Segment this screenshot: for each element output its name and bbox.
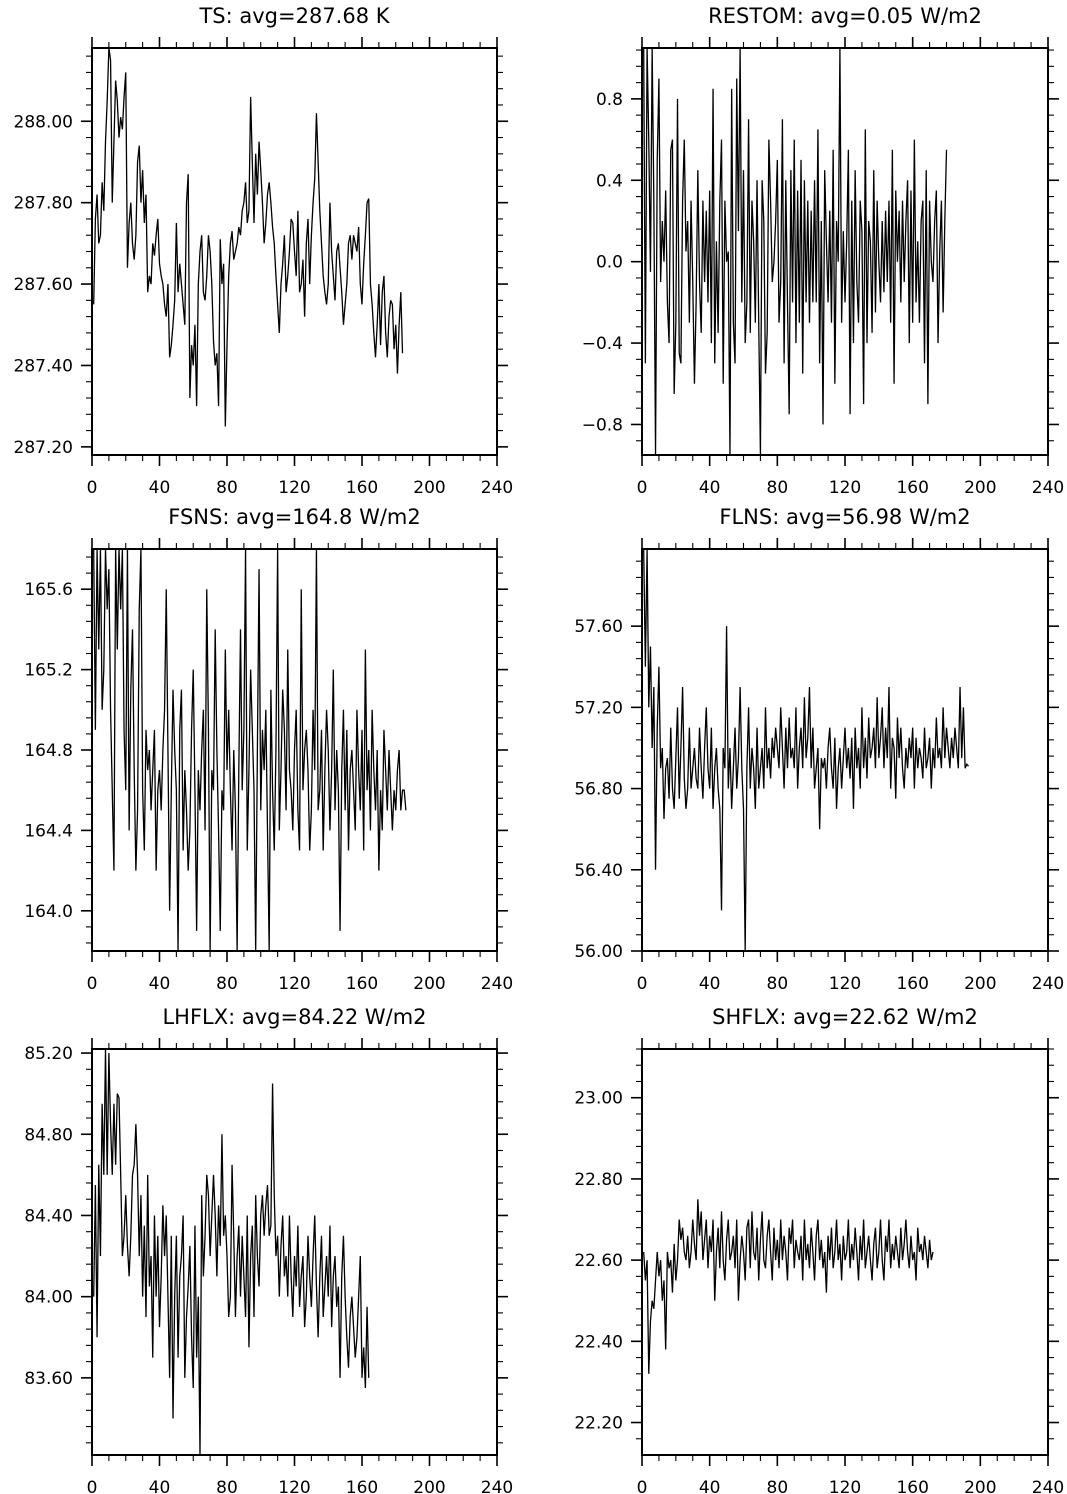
x-tick-label: 240 [481,1478,513,1494]
x-tick-label: 80 [216,478,238,498]
y-tick-label: 56.80 [574,780,623,800]
x-tick-label: 0 [87,974,98,994]
chart-title: FSNS: avg=164.8 W/m2 [168,505,421,529]
series-line [643,1199,934,1374]
y-tick-label: 165.6 [24,580,73,600]
panel-shflx: SHFLX: avg=22.62 W/m2 0 40 80 120 160 200 240 22… [574,1005,1064,1494]
x-tick-label: 40 [149,974,171,994]
x-tick-label: 80 [216,1478,238,1494]
y-tick-label: 164.8 [24,741,73,761]
x-tick-label: 0 [637,478,648,498]
y-tick-label: 0.0 [596,253,623,273]
y-tick-label: 84.00 [24,1288,73,1308]
x-tick-label: 120 [278,974,310,994]
series-line [93,1049,370,1455]
x-tick-label: 160 [896,1478,928,1494]
chart-title: SHFLX: avg=22.62 W/m2 [712,1005,978,1029]
x-tick-label: 160 [346,478,378,498]
y-tick-label: 287.40 [14,356,73,376]
chart-title: RESTOM: avg=0.05 W/m2 [708,4,982,28]
x-tick-label: 200 [413,478,445,498]
x-tick-label: 240 [1032,1478,1064,1494]
x-tick-label: 160 [346,974,378,994]
x-tick-label: 40 [699,478,721,498]
plot-frame [91,1048,498,1456]
y-tick-label: 23.00 [574,1089,623,1109]
y-tick-label: 287.60 [14,275,73,295]
x-tick-label: 200 [413,974,445,994]
x-tick-label: 40 [149,478,171,498]
series-line [93,48,404,427]
y-tick-label: 85.20 [24,1044,73,1064]
x-tick-label: 120 [829,974,861,994]
y-tick-label: 56.40 [574,861,623,881]
x-tick-label: 80 [767,478,789,498]
x-tick-label: 80 [767,974,789,994]
x-tick-label: 40 [149,1478,171,1494]
x-tick-label: 240 [1032,974,1064,994]
panel-fsns: FSNS: avg=164.8 W/m2 0 40 80 120 160 200 240 164… [24,505,513,994]
y-tick-label: 57.60 [574,617,623,637]
x-tick-label: 120 [278,478,310,498]
x-tick-label: 120 [829,1478,861,1494]
chart-title: FLNS: avg=56.98 W/m2 [719,505,970,529]
panel-restom: RESTOM: avg=0.05 W/m2 0 40 80 120 160 200 240 −0… [582,4,1065,498]
series-line [643,48,948,455]
y-tick-label: −0.4 [582,334,623,354]
x-tick-label: 0 [637,1478,648,1494]
y-tick-label: 0.4 [596,171,623,191]
y-tick-label: 165.2 [24,661,73,681]
y-tick-label: 22.80 [574,1170,623,1190]
x-tick-label: 200 [964,974,996,994]
y-tick-label: 83.60 [24,1369,73,1389]
x-tick-label: 240 [1032,478,1064,498]
y-tick-label: 287.80 [14,194,73,214]
panel-ts: TS: avg=287.68 K 0 40 80 120 160 200 240 287.20 2… [14,4,514,498]
y-tick-label: 22.20 [574,1414,623,1434]
series-line [643,549,969,951]
y-tick-label: 164.0 [24,902,73,922]
x-tick-label: 40 [699,974,721,994]
chart-title: LHFLX: avg=84.22 W/m2 [162,1005,426,1029]
x-tick-label: 160 [896,974,928,994]
x-tick-label: 200 [964,478,996,498]
y-tick-label: 56.00 [574,942,623,962]
x-tick-label: 80 [767,1478,789,1494]
y-tick-label: 84.40 [24,1206,73,1226]
chart-title: TS: avg=287.68 K [198,4,390,28]
y-tick-label: 164.4 [24,821,73,841]
panel-flns: FLNS: avg=56.98 W/m2 0 40 80 120 160 200 240 56.… [574,505,1064,994]
y-tick-label: 22.40 [574,1332,623,1352]
panel-lhflx: LHFLX: avg=84.22 W/m2 0 40 80 120 160 200 240 83… [24,1005,513,1494]
y-tick-label: 0.8 [596,90,623,110]
y-tick-label: 57.20 [574,698,623,718]
x-tick-label: 0 [637,974,648,994]
y-tick-label: 288.00 [14,112,73,132]
x-tick-label: 120 [278,1478,310,1494]
x-tick-label: 240 [481,478,513,498]
x-tick-label: 80 [216,974,238,994]
x-tick-label: 240 [481,974,513,994]
x-tick-label: 200 [413,1478,445,1494]
y-tick-label: 22.60 [574,1251,623,1271]
y-tick-label: −0.8 [582,415,623,435]
x-tick-label: 160 [346,1478,378,1494]
y-tick-label: 287.20 [14,438,73,458]
x-tick-label: 0 [87,1478,98,1494]
series-line [93,549,407,951]
x-tick-label: 120 [829,478,861,498]
y-tick-label: 84.80 [24,1125,73,1145]
x-tick-label: 40 [699,1478,721,1494]
x-tick-label: 200 [964,1478,996,1494]
x-tick-label: 0 [87,478,98,498]
x-tick-label: 160 [896,478,928,498]
plot-frame [641,548,1049,952]
